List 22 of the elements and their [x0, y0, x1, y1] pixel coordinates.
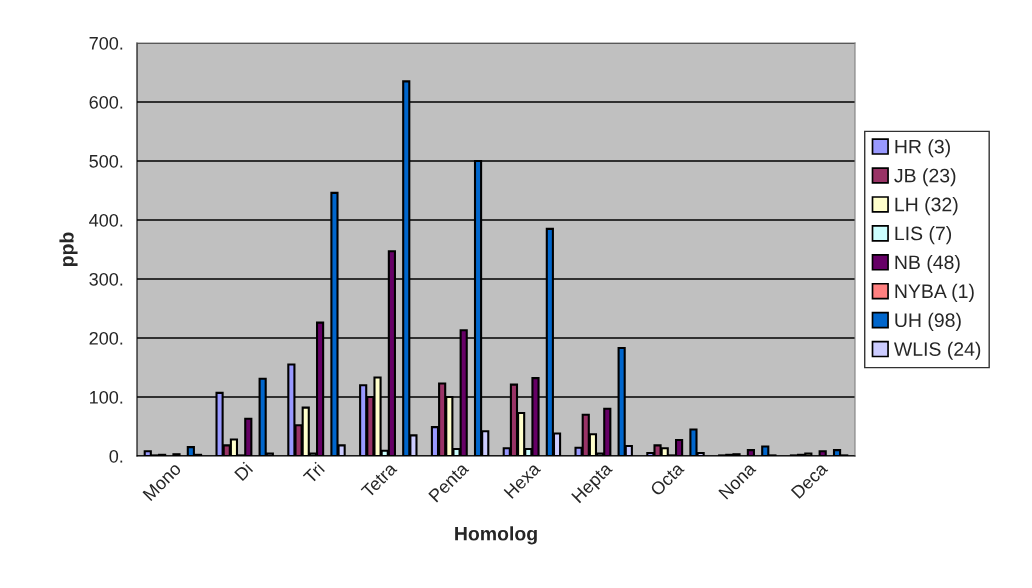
legend-label: NYBA (1) — [895, 283, 974, 302]
legend-label: LH (32) — [895, 197, 958, 216]
y-tick-label: 400. — [89, 213, 123, 227]
y-tick-label: 600. — [89, 95, 123, 109]
legend-label: UH (98) — [895, 312, 961, 331]
y-tick-label: 100. — [90, 390, 123, 404]
legend-label: HR (3) — [895, 139, 950, 158]
y-tick-label: 300. — [89, 272, 123, 286]
x-tick-label: Di — [233, 461, 254, 482]
legend-label: JB (23) — [894, 168, 956, 187]
x-tick-label: Tetra — [360, 461, 398, 499]
legend-label: LIS (7) — [895, 226, 952, 245]
y-tick-label: 700. — [89, 36, 123, 50]
x-tick-label: Tri — [302, 461, 325, 485]
y-tick-label: 0. — [109, 449, 123, 463]
y-tick-label: 500. — [89, 154, 123, 168]
legend-label: NB (48) — [895, 254, 960, 274]
legend-label: WLIS (24) — [893, 341, 981, 360]
x-tick-label: Octa — [649, 461, 685, 497]
x-axis-title: Homolog — [455, 526, 537, 545]
y-tick-label: 200. — [89, 331, 123, 345]
y-axis-title: ppb — [59, 232, 78, 267]
